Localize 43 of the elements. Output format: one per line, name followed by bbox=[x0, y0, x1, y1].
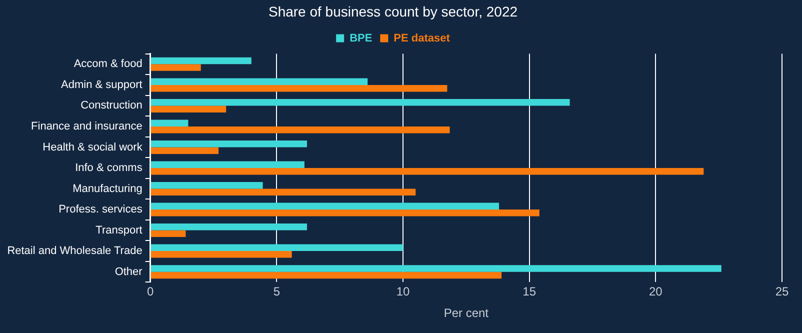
y-tick-label: Transport bbox=[96, 224, 142, 236]
bar bbox=[150, 230, 186, 238]
legend-label: PE dataset bbox=[394, 32, 450, 44]
y-tick-label: Info & comms bbox=[75, 162, 143, 174]
y-tick-label: Construction bbox=[80, 100, 142, 112]
y-tick-label: Other bbox=[114, 266, 143, 278]
x-tick-label: 0 bbox=[146, 284, 154, 299]
y-tick-label: Finance and insurance bbox=[31, 120, 142, 133]
bar bbox=[150, 84, 448, 92]
bar bbox=[150, 140, 307, 148]
bar bbox=[150, 168, 704, 175]
x-tick-label: 15 bbox=[522, 284, 536, 299]
bar bbox=[150, 147, 219, 154]
bar bbox=[150, 182, 263, 189]
legend-label: BPE bbox=[350, 32, 372, 44]
y-tick-label: Admin & support bbox=[61, 78, 142, 91]
x-tick-label: 20 bbox=[648, 284, 663, 299]
x-axis-title: Per cent bbox=[444, 306, 490, 320]
x-tick-label: 10 bbox=[396, 284, 410, 299]
x-tick-label: 5 bbox=[273, 284, 280, 299]
bar bbox=[150, 244, 403, 252]
y-tick-label: Profess. services bbox=[58, 204, 143, 216]
bar bbox=[150, 64, 201, 71]
bar bbox=[150, 188, 416, 196]
bar bbox=[150, 251, 292, 258]
bar bbox=[150, 126, 450, 134]
bar bbox=[150, 202, 500, 210]
bar bbox=[150, 98, 570, 106]
y-tick-label: Manufacturing bbox=[72, 182, 142, 195]
bar bbox=[150, 272, 502, 279]
x-tick-label: 25 bbox=[775, 284, 789, 299]
y-tick-label: Health & social work bbox=[42, 141, 143, 154]
bar bbox=[150, 57, 252, 64]
bar bbox=[150, 78, 368, 85]
y-tick-label: Accom & food bbox=[74, 58, 142, 70]
bar bbox=[150, 120, 188, 126]
bar bbox=[150, 161, 304, 168]
bar bbox=[150, 210, 540, 216]
bar bbox=[150, 224, 307, 230]
bar bbox=[150, 106, 226, 112]
bar bbox=[150, 265, 722, 272]
chart-title: Share of business count by sector, 2022 bbox=[268, 3, 518, 20]
y-tick-label: Retail and Wholesale Trade bbox=[7, 245, 142, 258]
